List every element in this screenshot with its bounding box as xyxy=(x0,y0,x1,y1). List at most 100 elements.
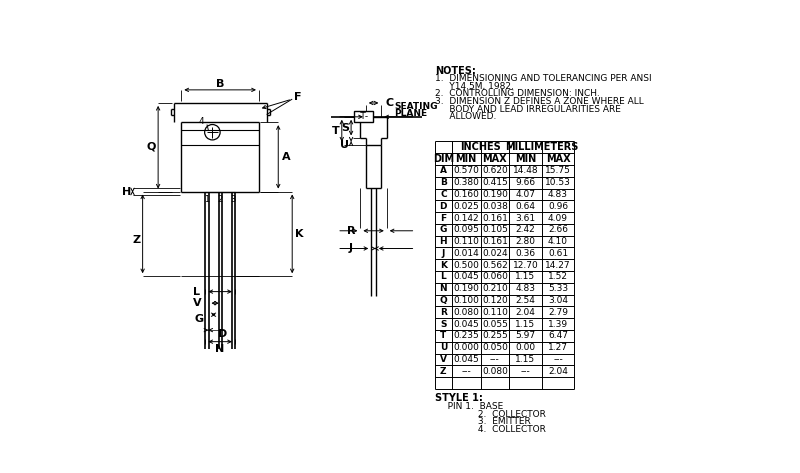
Text: 0.235: 0.235 xyxy=(454,332,479,341)
Text: 0.620: 0.620 xyxy=(482,166,508,175)
Text: 0.060: 0.060 xyxy=(482,272,508,281)
Text: 0.00: 0.00 xyxy=(515,343,535,352)
Text: 0.110: 0.110 xyxy=(454,237,479,246)
Text: 3.  EMITTER: 3. EMITTER xyxy=(452,418,530,427)
Text: 0.105: 0.105 xyxy=(482,225,508,234)
Text: D: D xyxy=(439,202,447,211)
Text: Z: Z xyxy=(440,367,446,376)
Text: S: S xyxy=(341,123,349,132)
Text: 2.04: 2.04 xyxy=(548,367,568,376)
Text: NOTES:: NOTES: xyxy=(435,66,476,76)
Text: 1.39: 1.39 xyxy=(548,320,568,329)
Text: 3.04: 3.04 xyxy=(548,296,568,305)
Text: 0.190: 0.190 xyxy=(454,284,479,293)
Text: 1.52: 1.52 xyxy=(548,272,568,281)
Text: 4.83: 4.83 xyxy=(548,190,568,199)
Text: B: B xyxy=(216,79,224,89)
Text: 1.  DIMENSIONING AND TOLERANCING PER ANSI: 1. DIMENSIONING AND TOLERANCING PER ANSI xyxy=(435,74,651,83)
Text: Q: Q xyxy=(439,296,447,305)
Text: 0.080: 0.080 xyxy=(482,367,508,376)
Text: U: U xyxy=(341,140,350,150)
Text: Q: Q xyxy=(146,142,156,152)
Text: 0.500: 0.500 xyxy=(454,261,479,270)
Text: PIN 1.  BASE: PIN 1. BASE xyxy=(439,402,504,411)
Text: SEATING: SEATING xyxy=(394,102,438,111)
Text: MAX: MAX xyxy=(546,154,570,164)
Text: 0.161: 0.161 xyxy=(482,237,508,246)
Text: 1.27: 1.27 xyxy=(548,343,568,352)
Text: 0.255: 0.255 xyxy=(482,332,508,341)
Text: ---: --- xyxy=(462,367,471,376)
Text: 5.97: 5.97 xyxy=(515,332,535,341)
Text: L: L xyxy=(193,287,200,297)
Text: 1.15: 1.15 xyxy=(515,355,535,364)
Text: 0.045: 0.045 xyxy=(454,355,479,364)
Text: PLANE: PLANE xyxy=(394,109,428,118)
Text: R: R xyxy=(440,308,446,317)
Text: 0.210: 0.210 xyxy=(482,284,508,293)
Text: C: C xyxy=(440,190,446,199)
Text: T: T xyxy=(440,332,446,341)
Text: 0.045: 0.045 xyxy=(454,272,479,281)
Text: MIN: MIN xyxy=(455,154,477,164)
Text: C: C xyxy=(385,98,393,108)
Text: 4.83: 4.83 xyxy=(515,284,535,293)
Text: MAX: MAX xyxy=(482,154,507,164)
Text: 0.050: 0.050 xyxy=(482,343,508,352)
Text: H: H xyxy=(122,186,131,196)
Text: S: S xyxy=(440,320,446,329)
Text: 0.96: 0.96 xyxy=(548,202,568,211)
Text: 2.79: 2.79 xyxy=(548,308,568,317)
Text: N: N xyxy=(439,284,447,293)
Text: Y14.5M, 1982.: Y14.5M, 1982. xyxy=(435,81,514,90)
Text: 0.562: 0.562 xyxy=(482,261,508,270)
Text: A: A xyxy=(282,152,290,162)
Text: Z: Z xyxy=(132,235,141,245)
Text: 2.04: 2.04 xyxy=(515,308,535,317)
Text: 0.025: 0.025 xyxy=(454,202,479,211)
Text: 2.80: 2.80 xyxy=(515,237,535,246)
Text: BODY AND LEAD IRREGULARITIES ARE: BODY AND LEAD IRREGULARITIES ARE xyxy=(435,105,621,114)
Text: 1.15: 1.15 xyxy=(515,272,535,281)
Text: V: V xyxy=(194,298,202,308)
Text: V: V xyxy=(440,355,447,364)
Text: 2.42: 2.42 xyxy=(516,225,535,234)
Text: 0.570: 0.570 xyxy=(454,166,479,175)
Text: J: J xyxy=(442,249,445,258)
Text: A: A xyxy=(440,166,447,175)
Text: 0.415: 0.415 xyxy=(482,178,508,187)
Text: 0.160: 0.160 xyxy=(454,190,479,199)
Text: 14.27: 14.27 xyxy=(546,261,571,270)
Text: 5.33: 5.33 xyxy=(548,284,568,293)
Text: 15.75: 15.75 xyxy=(545,166,571,175)
Text: F: F xyxy=(294,92,302,102)
Text: 0.095: 0.095 xyxy=(454,225,479,234)
Text: 4.09: 4.09 xyxy=(548,213,568,222)
Text: 0.024: 0.024 xyxy=(482,249,508,258)
Text: 0.000: 0.000 xyxy=(454,343,479,352)
Text: 4: 4 xyxy=(198,117,204,126)
Text: 2.  COLLECTOR: 2. COLLECTOR xyxy=(452,410,546,419)
Text: K: K xyxy=(295,229,303,239)
Text: T: T xyxy=(332,126,339,136)
Text: N: N xyxy=(215,343,225,354)
Text: H: H xyxy=(439,237,447,246)
Text: ALLOWED.: ALLOWED. xyxy=(435,112,496,121)
Text: G: G xyxy=(440,225,447,234)
Text: INCHES: INCHES xyxy=(460,142,501,152)
Text: 0.190: 0.190 xyxy=(482,190,508,199)
Text: 1.15: 1.15 xyxy=(515,320,535,329)
Text: 0.64: 0.64 xyxy=(515,202,535,211)
Text: DIM: DIM xyxy=(433,154,454,164)
Text: 0.61: 0.61 xyxy=(548,249,568,258)
Text: 1: 1 xyxy=(204,195,210,204)
Text: 4.07: 4.07 xyxy=(515,190,535,199)
Text: 3: 3 xyxy=(230,195,236,204)
Bar xyxy=(354,112,373,122)
Text: MILLIMETERS: MILLIMETERS xyxy=(505,142,578,152)
Text: 10.53: 10.53 xyxy=(545,178,571,187)
Text: 0.045: 0.045 xyxy=(454,320,479,329)
Text: 3.  DIMENSION Z DEFINES A ZONE WHERE ALL: 3. DIMENSION Z DEFINES A ZONE WHERE ALL xyxy=(435,97,643,106)
Text: L: L xyxy=(441,272,446,281)
Text: ---: --- xyxy=(521,367,530,376)
